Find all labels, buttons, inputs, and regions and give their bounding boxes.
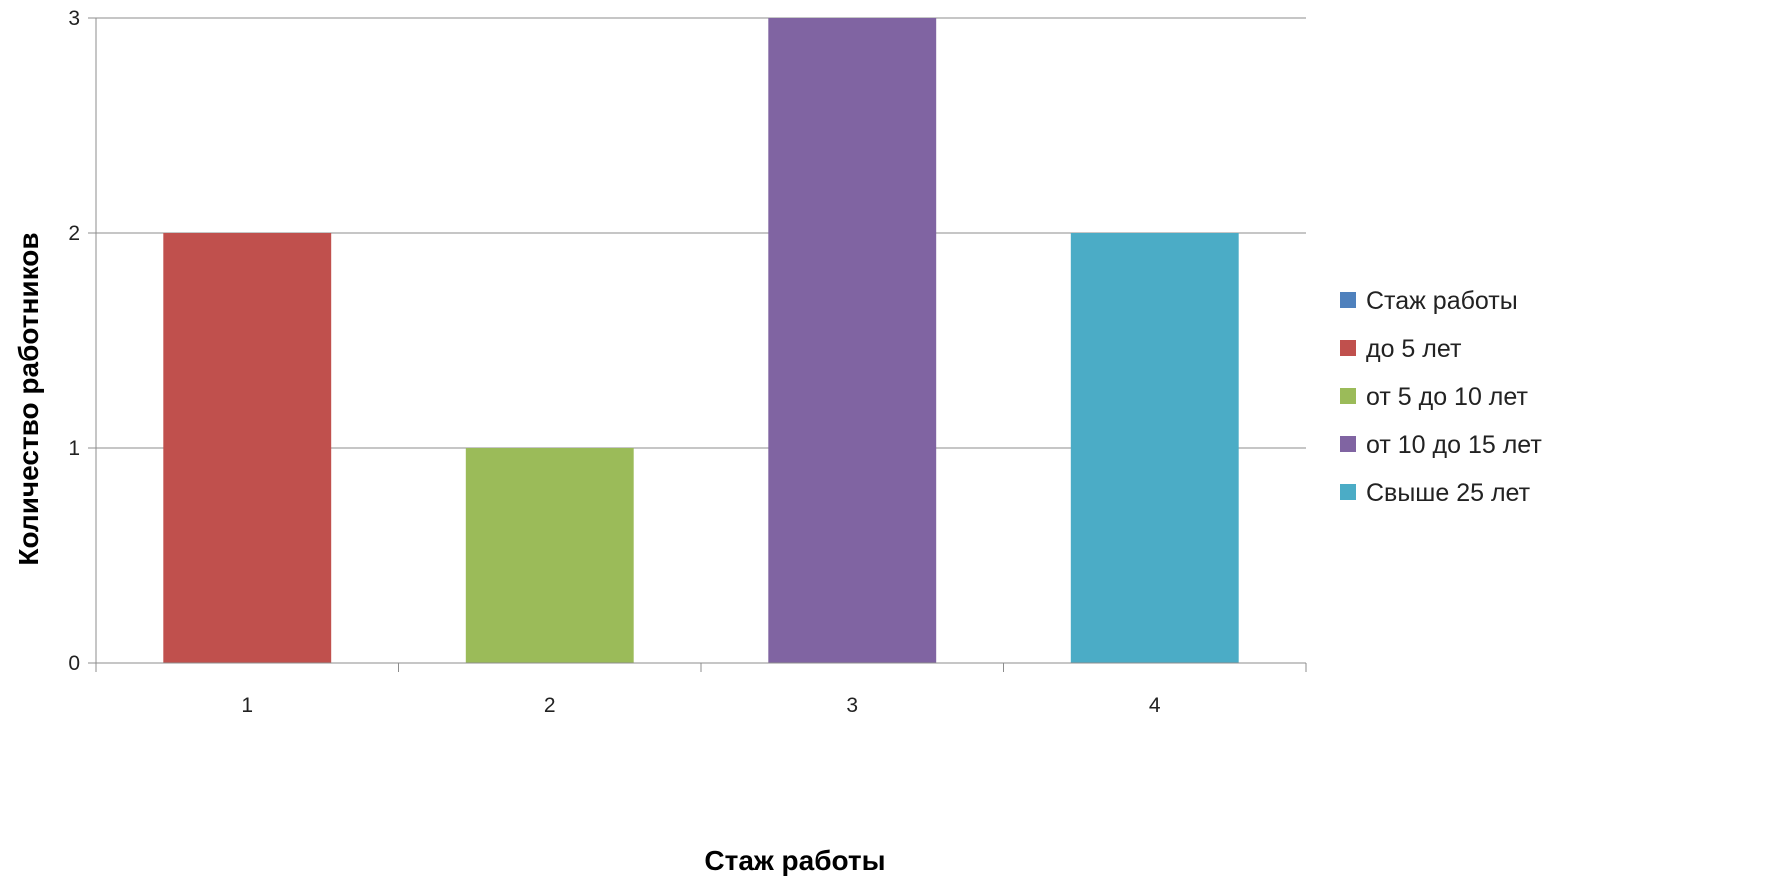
x-axis-title: Стаж работы [704,845,885,876]
y-tick-label: 0 [68,652,80,675]
legend-label: Стаж работы [1366,287,1518,315]
axes [88,17,1307,672]
legend-label: до 5 лет [1366,335,1462,363]
y-tick-label: 2 [68,222,80,245]
legend-swatch [1340,340,1356,356]
bar [465,448,634,663]
legend-swatch [1340,292,1356,308]
legend-swatch [1340,436,1356,452]
legend-label: от 5 до 10 лет [1366,383,1528,411]
x-tick-label: 1 [241,694,253,717]
legend: Стаж работы до 5 лет от 5 до 10 лет от 10 д… [1340,287,1542,507]
x-tick-label: 2 [544,694,556,717]
legend-label: Свыше 25 лет [1366,479,1531,507]
y-tick-label: 3 [68,7,80,30]
bar [768,18,937,663]
legend-label: от 10 до 15 лет [1366,431,1542,459]
bar [1070,233,1239,663]
bar [163,233,332,663]
x-tick-label: 3 [846,694,858,717]
x-tick-label: 4 [1149,694,1161,717]
y-tick-labels: 0 1 2 3 [68,7,80,675]
y-tick-label: 1 [68,437,80,460]
legend-swatch [1340,388,1356,404]
y-axis-title: Количество работников [13,232,44,565]
legend-swatch [1340,484,1356,500]
x-tick-labels: 1 2 3 4 [241,694,1161,717]
bars [163,18,1239,663]
